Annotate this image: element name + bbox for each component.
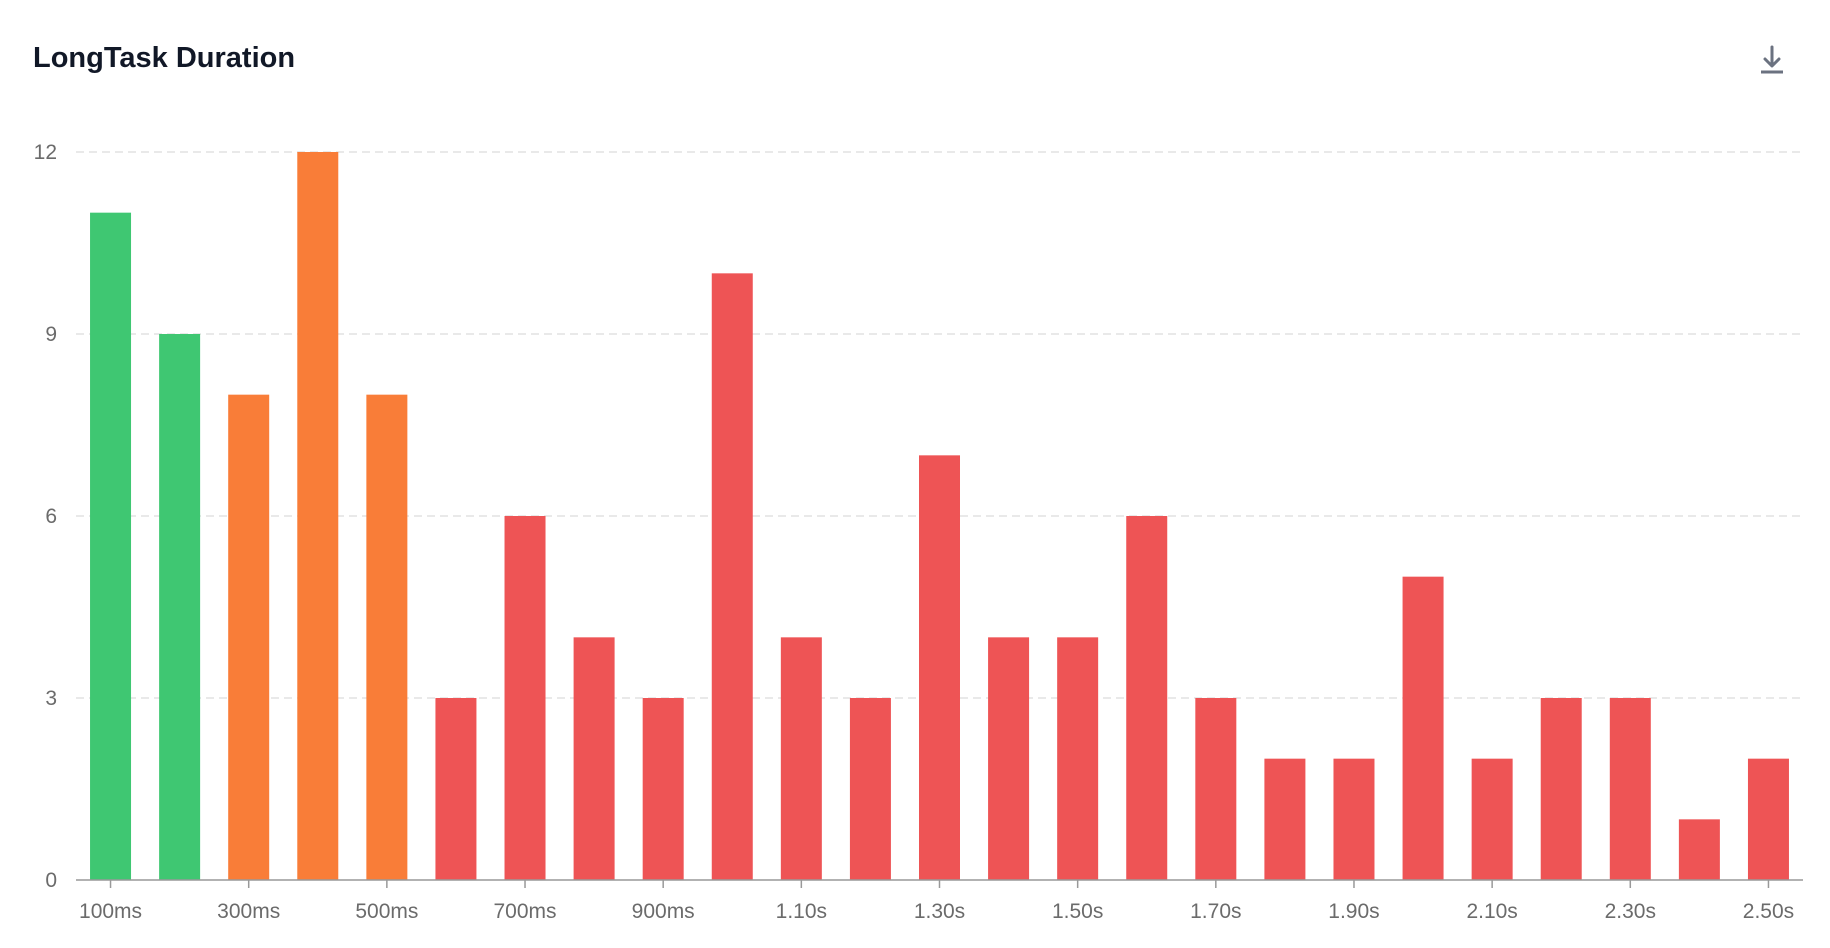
bar — [1540, 698, 1582, 880]
download-button[interactable] — [1757, 44, 1787, 76]
bar — [1057, 637, 1099, 880]
bar — [711, 273, 753, 880]
bar — [780, 637, 822, 880]
y-tick-label: 6 — [45, 505, 57, 528]
x-tick-label: 2.10s — [1466, 900, 1517, 923]
bar — [1609, 698, 1651, 880]
bar — [504, 516, 546, 880]
bar — [988, 637, 1030, 880]
download-icon — [1761, 45, 1783, 74]
bar — [1264, 758, 1306, 880]
bar — [919, 455, 960, 880]
bar — [1195, 698, 1237, 880]
bar — [1333, 758, 1375, 880]
bar — [849, 698, 891, 880]
bar — [1126, 516, 1168, 880]
x-tick-label: 900ms — [632, 900, 695, 923]
x-tick-label: 500ms — [355, 900, 418, 923]
x-tick-label: 2.30s — [1605, 900, 1656, 923]
x-tick-label: 1.70s — [1190, 900, 1241, 923]
bar — [228, 394, 270, 880]
bar — [1678, 819, 1720, 880]
bar — [642, 698, 684, 880]
y-tick-label: 0 — [45, 869, 57, 892]
bar — [159, 334, 201, 880]
bar — [1471, 758, 1513, 880]
x-tick-label: 1.30s — [914, 900, 965, 923]
y-tick-label: 3 — [45, 687, 57, 710]
bar — [366, 394, 408, 880]
bar — [1747, 758, 1789, 880]
x-tick-label: 1.50s — [1052, 900, 1103, 923]
bar — [297, 152, 339, 880]
x-tick-label: 700ms — [494, 900, 557, 923]
x-tick-label: 1.90s — [1328, 900, 1379, 923]
x-tick-label: 1.10s — [776, 900, 827, 923]
bar — [90, 212, 132, 880]
y-tick-label: 9 — [45, 323, 57, 346]
y-tick-label: 12 — [34, 141, 57, 164]
bar — [435, 698, 477, 880]
chart-title: LongTask Duration — [33, 42, 296, 74]
bar — [1402, 576, 1444, 880]
x-tick-label: 300ms — [217, 900, 280, 923]
x-tick-label: 100ms — [79, 900, 142, 923]
x-tick-label: 2.50s — [1743, 900, 1794, 923]
bar — [573, 637, 615, 880]
